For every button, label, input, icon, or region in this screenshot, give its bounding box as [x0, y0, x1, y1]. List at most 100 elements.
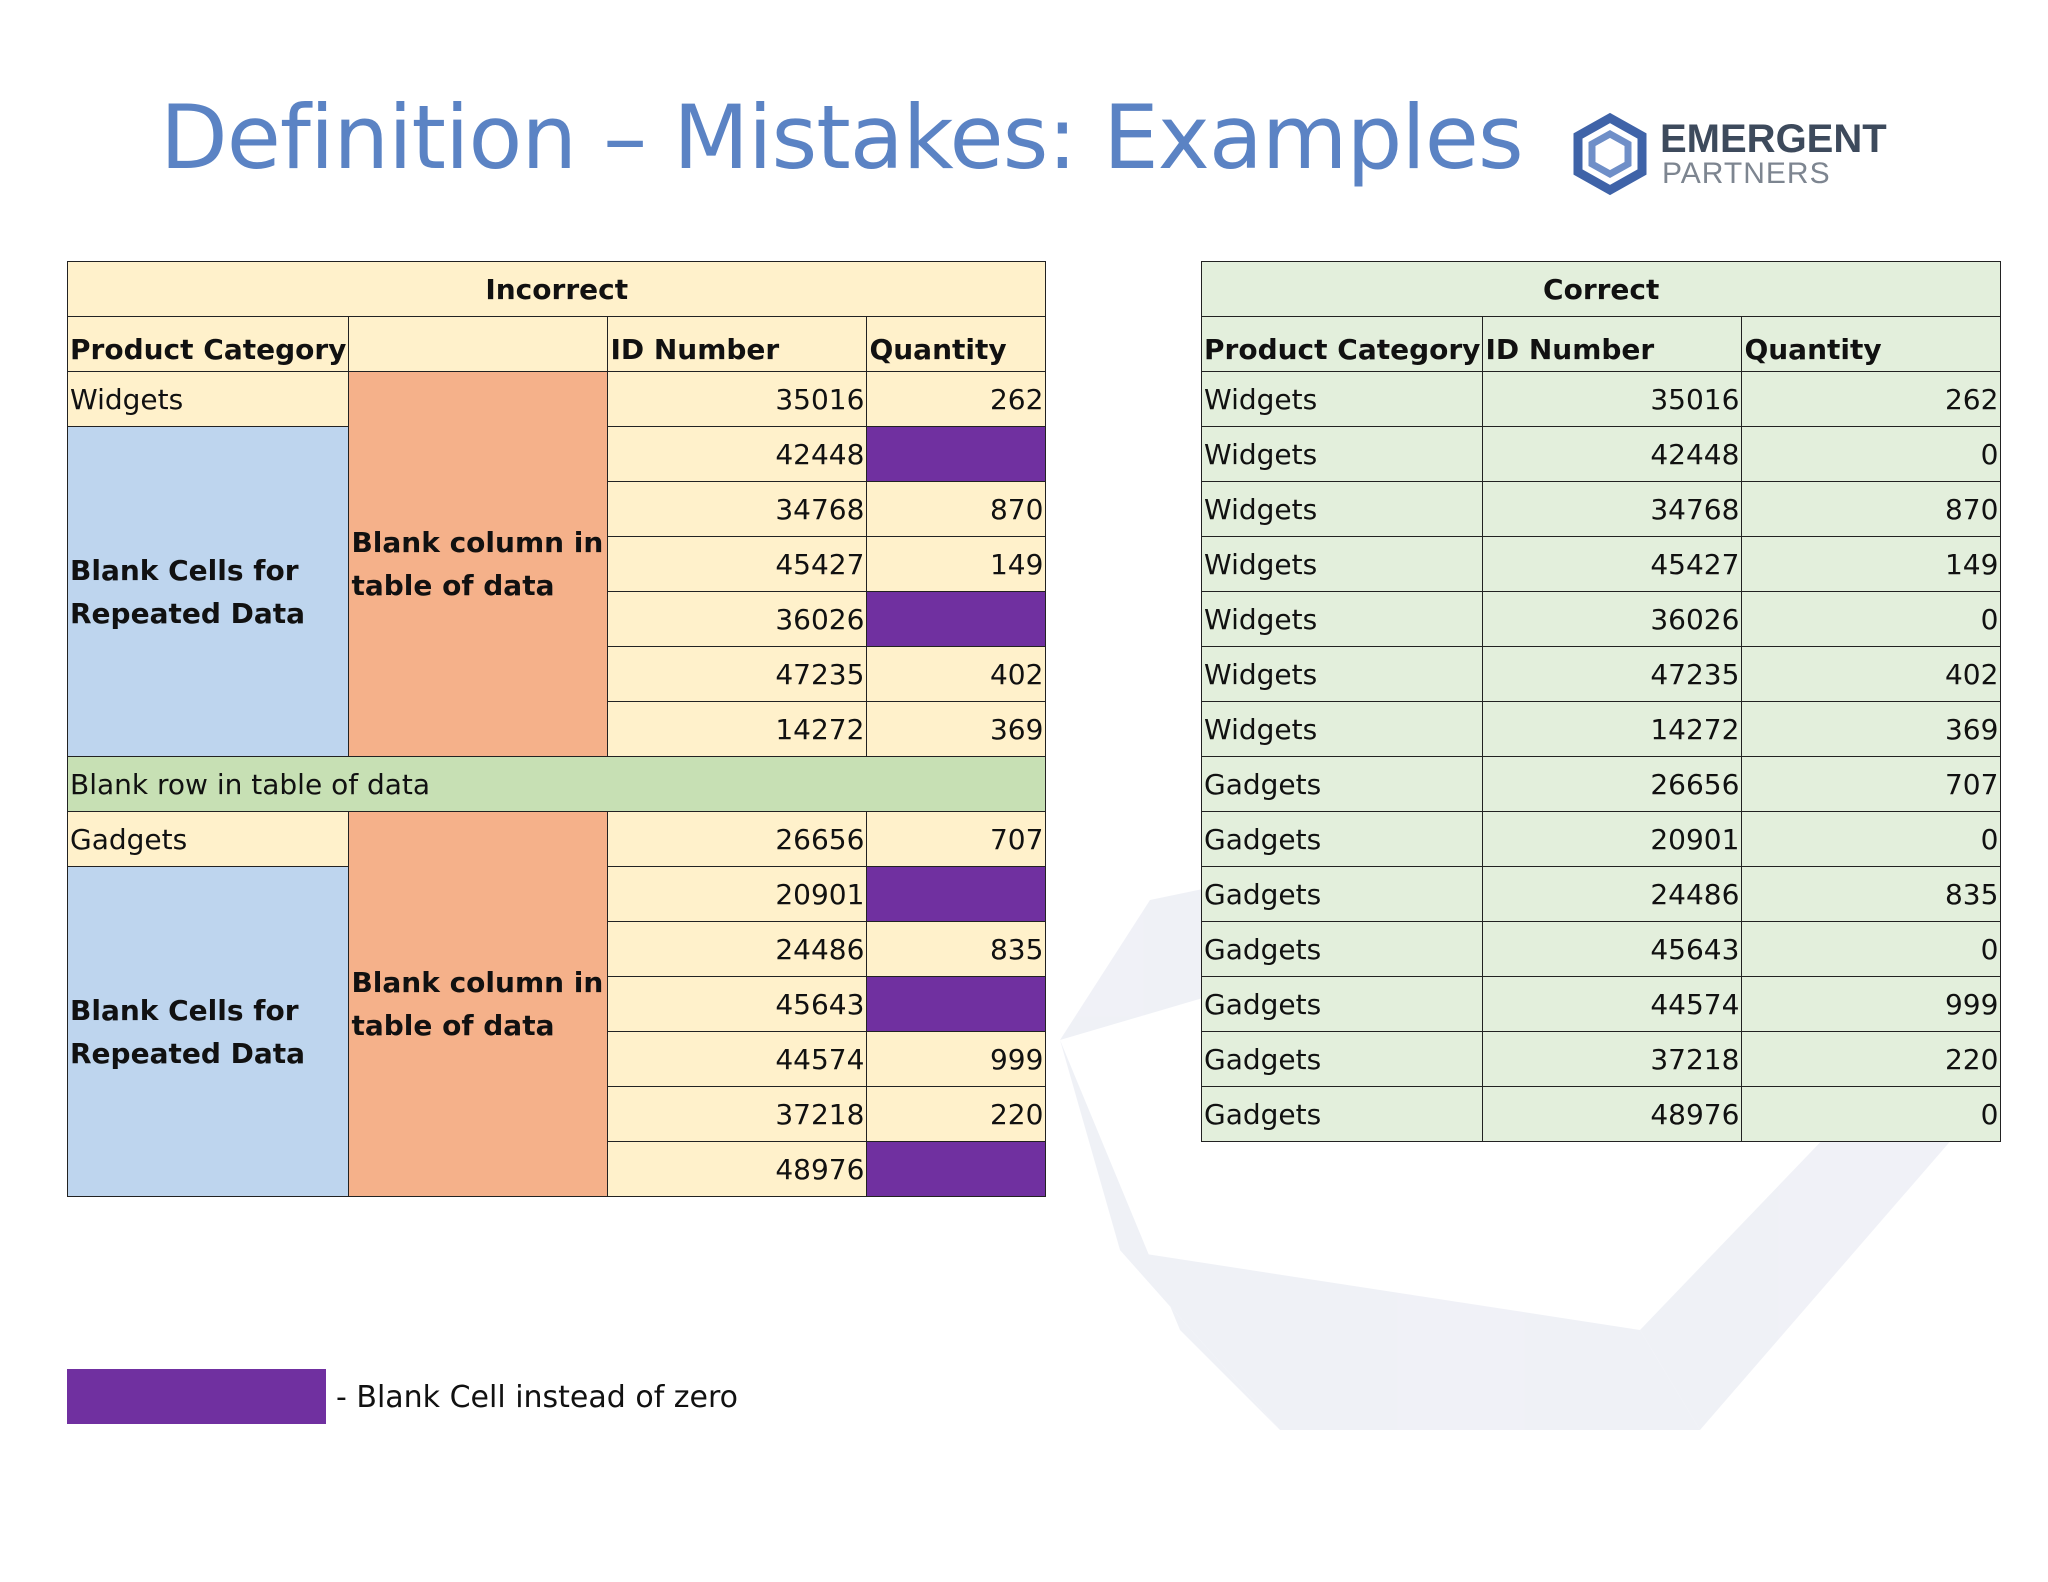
table-row: Widgets 45427 149 — [1200, 536, 2002, 592]
table-row: Gadgets 20901 0 — [1200, 811, 2002, 867]
blank-quantity-cell — [866, 866, 1047, 922]
quantity-cell: 262 — [1741, 371, 2002, 427]
legend-label: - Blank Cell instead of zero — [336, 1380, 739, 1415]
table-row: 45643 — [68, 976, 1047, 1032]
quantity-cell: 220 — [1741, 1031, 2002, 1087]
id-cell: 20901 — [1482, 811, 1743, 867]
blank-quantity-cell — [866, 591, 1047, 647]
quantity-cell: 707 — [866, 811, 1047, 867]
category-cell: Widgets — [1200, 426, 1484, 482]
header-product-category: Product Category — [66, 316, 350, 372]
header-id-number: ID Number — [1482, 316, 1743, 372]
table-row: Widgets 35016 262 — [1200, 371, 2002, 427]
blank-cells-annotation: Blank Cells for Repeated Data — [66, 426, 350, 757]
id-cell: 26656 — [607, 811, 868, 867]
id-cell: 34768 — [1482, 481, 1743, 537]
id-cell: 26656 — [1482, 756, 1743, 812]
id-cell: 20901 — [607, 866, 868, 922]
table-header-row: Product Category ID Number Quantity — [66, 316, 1047, 372]
table-row: Gadgets 37218 220 — [1200, 1031, 2002, 1087]
id-cell: 37218 — [1482, 1031, 1743, 1087]
quantity-cell: 262 — [866, 371, 1047, 427]
table-header-row: Product Category ID Number Quantity — [1200, 316, 2002, 372]
blank-quantity-cell — [866, 976, 1047, 1032]
blank-quantity-cell — [866, 426, 1047, 482]
category-cell: Widgets — [1200, 371, 1484, 427]
id-cell: 36026 — [607, 591, 868, 647]
table-row: Gadgets 45643 0 — [1200, 921, 2002, 977]
blank-row: Blank row in table of data — [66, 756, 1047, 812]
id-cell: 48976 — [1482, 1086, 1743, 1142]
id-cell: 14272 — [1482, 701, 1743, 757]
category-cell: Widgets — [1200, 481, 1484, 537]
id-cell: 35016 — [1482, 371, 1743, 427]
incorrect-table: Incorrect Product Category ID Number Qua… — [66, 261, 1047, 1197]
quantity-cell: 999 — [1741, 976, 2002, 1032]
logo-text-emergent: EMERGENT — [1660, 117, 1887, 161]
emergent-partners-logo: EMERGENT PARTNERS — [1568, 108, 1898, 198]
id-cell: 37218 — [607, 1086, 868, 1142]
id-cell: 24486 — [1482, 866, 1743, 922]
table-row: Gadgets 44574 999 — [1200, 976, 2002, 1032]
incorrect-table-title: Incorrect — [66, 261, 1047, 317]
table-row: Gadgets 24486 835 — [1200, 866, 2002, 922]
header-id-number: ID Number — [607, 316, 868, 372]
id-cell: 44574 — [607, 1031, 868, 1087]
table-row: 47235 402 — [68, 646, 1047, 702]
category-cell: Widgets — [1200, 646, 1484, 702]
quantity-cell: 870 — [866, 481, 1047, 537]
category-cell: Gadgets — [1200, 921, 1484, 977]
logo-text-partners: PARTNERS — [1662, 157, 1831, 190]
table-row: 36026 — [68, 591, 1047, 647]
table-row: 37218 220 — [68, 1086, 1047, 1142]
quantity-cell: 369 — [866, 701, 1047, 757]
table-row: Blank Cells for Repeated Data 42448 — [66, 426, 1047, 757]
id-cell: 44574 — [1482, 976, 1743, 1032]
category-cell: Gadgets — [1200, 866, 1484, 922]
quantity-cell: 149 — [1741, 536, 2002, 592]
category-cell: Gadgets — [1200, 1086, 1484, 1142]
id-cell: 34768 — [607, 481, 868, 537]
quantity-cell: 0 — [1741, 1086, 2002, 1142]
category-cell: Gadgets — [1200, 976, 1484, 1032]
table-row: Widgets 34768 870 — [1200, 481, 2002, 537]
quantity-cell: 835 — [866, 921, 1047, 977]
correct-table-title: Correct — [1200, 261, 2002, 317]
table-row: 34768 870 — [68, 481, 1047, 537]
header-blank — [348, 316, 609, 372]
legend-swatch-blank-cell — [67, 1369, 326, 1424]
category-cell: Gadgets — [1200, 756, 1484, 812]
blank-row-annotation: Blank row in table of data — [66, 756, 1047, 812]
category-cell: Widgets — [1200, 701, 1484, 757]
correct-table: Correct Product Category ID Number Quant… — [1200, 261, 2002, 1142]
category-cell: Widgets — [1200, 591, 1484, 647]
quantity-cell: 220 — [866, 1086, 1047, 1142]
quantity-cell: 0 — [1741, 591, 2002, 647]
header-product-category: Product Category — [1200, 316, 1484, 372]
id-cell: 48976 — [607, 1141, 868, 1197]
id-cell: 14272 — [607, 701, 868, 757]
quantity-cell: 369 — [1741, 701, 2002, 757]
category-cell: Gadgets — [1200, 1031, 1484, 1087]
table-title-row: Incorrect — [66, 261, 1047, 317]
id-cell: 42448 — [1482, 426, 1743, 482]
id-cell: 24486 — [607, 921, 868, 977]
quantity-cell: 0 — [1741, 811, 2002, 867]
quantity-cell: 835 — [1741, 866, 2002, 922]
category-cell: Widgets — [1200, 536, 1484, 592]
category-cell: Gadgets — [66, 811, 350, 867]
blank-column-annotation: Blank column in table of data — [348, 371, 609, 757]
page-title: Definition – Mistakes: Examples — [160, 86, 1524, 189]
table-title-row: Correct — [1200, 261, 2002, 317]
table-row: Blank Cells for Repeated Data 20901 — [66, 866, 1047, 1197]
quantity-cell: 402 — [866, 646, 1047, 702]
id-cell: 36026 — [1482, 591, 1743, 647]
quantity-cell: 707 — [1741, 756, 2002, 812]
header-quantity: Quantity — [866, 316, 1047, 372]
quantity-cell: 0 — [1741, 921, 2002, 977]
table-row: Widgets 42448 0 — [1200, 426, 2002, 482]
header-quantity: Quantity — [1741, 316, 2002, 372]
blank-quantity-cell — [866, 1141, 1047, 1197]
table-row: Gadgets Blank column in table of data 26… — [66, 811, 1047, 1197]
quantity-cell: 999 — [866, 1031, 1047, 1087]
